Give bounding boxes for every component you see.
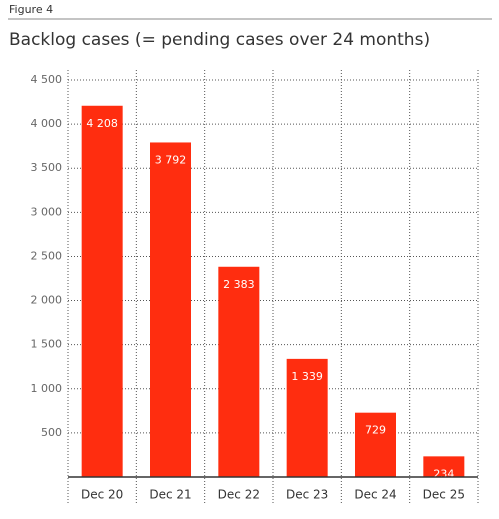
value-label: 1 339 [291, 370, 323, 383]
y-tick-label: 1 000 [31, 382, 63, 395]
y-tick-label: 1 500 [31, 338, 63, 351]
x-tick-label: Dec 25 [423, 488, 465, 502]
bar [286, 358, 328, 477]
bar [355, 412, 396, 477]
y-tick-label: 2 500 [31, 249, 63, 262]
bar [218, 266, 260, 477]
value-label: 234 [433, 467, 454, 480]
x-tick-label: Dec 21 [149, 488, 191, 502]
value-label: 2 383 [223, 278, 255, 291]
y-tick-label: 4 500 [31, 73, 63, 86]
x-tick-label: Dec 22 [218, 488, 260, 502]
figure-label: Figure 4 [9, 3, 53, 16]
y-tick-label: 500 [41, 426, 62, 439]
x-tick-label: Dec 24 [354, 488, 396, 502]
x-tick-label: Dec 23 [286, 488, 328, 502]
y-tick-label: 3 000 [31, 205, 63, 218]
value-label: 729 [365, 424, 386, 437]
y-tick-label: 4 000 [31, 117, 63, 130]
y-tick-label: 3 500 [31, 161, 63, 174]
value-label: 4 208 [86, 117, 118, 130]
value-label: 3 792 [155, 153, 187, 166]
bar [423, 456, 465, 477]
bar [81, 105, 123, 477]
y-tick-label: 2 000 [31, 294, 63, 307]
chart-title: Backlog cases (= pending cases over 24 m… [9, 30, 430, 50]
bar [150, 142, 191, 477]
x-tick-label: Dec 20 [81, 488, 123, 502]
